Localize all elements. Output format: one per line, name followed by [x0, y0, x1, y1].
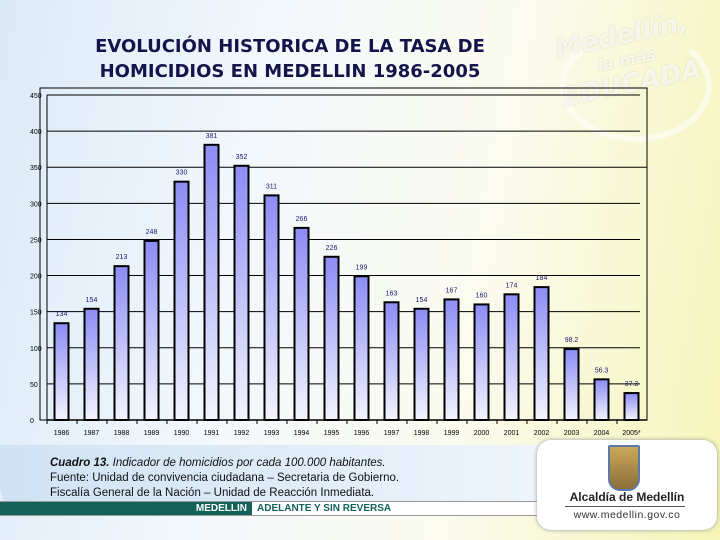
- slogan-band: MEDELLIN ADELANTE Y SIN REVERSA: [0, 501, 560, 516]
- y-tick-label: 150: [30, 310, 42, 317]
- bar: [323, 255, 340, 421]
- bar: [533, 286, 550, 421]
- bar: [293, 226, 310, 421]
- x-tick-label: 2003: [564, 430, 580, 437]
- x-tick-label: 1995: [324, 430, 340, 437]
- x-tick-label: 1993: [264, 430, 280, 437]
- x-tick-label: 2000: [474, 430, 490, 437]
- x-tick-label: 1991: [204, 430, 220, 437]
- y-tick-label: 400: [30, 129, 42, 136]
- title-line-1: EVOLUCIÓN HISTORICA DE LA TASA DE: [95, 36, 485, 57]
- x-tick-label: 1990: [174, 430, 190, 437]
- x-tick-label: 2004: [594, 430, 610, 437]
- caption: Cuadro 13. Indicador de homicidios por c…: [50, 456, 399, 501]
- x-tick-label: 1997: [384, 430, 400, 437]
- data-label: 213: [116, 254, 128, 261]
- y-tick-label: 450: [30, 93, 42, 100]
- bar: [563, 348, 580, 422]
- data-label: 199: [356, 264, 368, 271]
- x-tick-label: 2005*: [622, 430, 641, 437]
- x-tick-label: 1987: [84, 430, 100, 437]
- data-label: 56.3: [595, 367, 609, 374]
- band-medellin: MEDELLIN: [195, 503, 247, 514]
- x-tick-label: 1986: [54, 430, 70, 437]
- band-slogan: ADELANTE Y SIN REVERSA: [257, 503, 392, 514]
- x-tick-label: 1999: [444, 430, 460, 437]
- watermark-arc: [560, 30, 712, 142]
- x-tick-label: 2001: [504, 430, 520, 437]
- bar: [83, 307, 100, 421]
- source-line-1: Fuente: Unidad de convivencia ciudadana …: [50, 472, 400, 484]
- bar: [263, 194, 280, 421]
- data-label: 330: [176, 170, 188, 177]
- bar: [353, 275, 370, 421]
- x-tick-label: 1992: [234, 430, 250, 437]
- bar: [173, 180, 190, 421]
- x-tick-label: 1996: [354, 430, 370, 437]
- bar: [473, 303, 490, 422]
- data-label: 37.3: [625, 381, 639, 388]
- data-label: 381: [206, 133, 218, 140]
- data-label: 352: [236, 154, 248, 161]
- bar: [503, 293, 520, 422]
- y-tick-label: 0: [30, 418, 34, 425]
- data-label: 266: [296, 216, 308, 223]
- data-label: 154: [416, 297, 428, 304]
- data-label: 167: [446, 287, 458, 294]
- data-label: 134: [56, 311, 68, 318]
- bar: [113, 265, 130, 421]
- logo-url: www.medellin.gov.co: [573, 509, 681, 521]
- x-tick-label: 1998: [414, 430, 430, 437]
- x-tick-label: 1989: [144, 430, 160, 437]
- source-line-2: Fiscalía General de la Nación – Unidad d…: [50, 487, 375, 499]
- data-label: 226: [326, 245, 338, 252]
- bar: [53, 322, 70, 422]
- title-line-2: HOMICIDIOS EN MEDELLIN 1986-2005: [99, 61, 481, 82]
- logo-divider: [565, 506, 685, 507]
- caption-text: Indicador de homicidios por cada 100.000…: [109, 457, 386, 469]
- chart-title: EVOLUCIÓN HISTORICA DE LA TASA DE HOMICI…: [60, 34, 520, 84]
- plot-frame: [39, 87, 648, 421]
- bar: [233, 164, 250, 421]
- y-tick-label: 300: [30, 201, 42, 208]
- data-label: 154: [86, 297, 98, 304]
- bar: [413, 307, 430, 421]
- data-label: 98.2: [565, 337, 579, 344]
- x-tick-label: 2002: [534, 430, 550, 437]
- bar: [593, 378, 610, 422]
- y-tick-label: 250: [30, 237, 42, 244]
- x-tick-label: 1988: [114, 430, 130, 437]
- y-tick-label: 200: [30, 274, 42, 281]
- data-label: 174: [506, 282, 518, 289]
- caption-label: Cuadro 13.: [50, 457, 110, 469]
- bar: [443, 298, 460, 421]
- bar: [203, 143, 220, 421]
- x-tick-label: 1994: [294, 430, 310, 437]
- y-tick-label: 100: [30, 346, 42, 353]
- y-tick-label: 350: [30, 165, 42, 172]
- data-label: 160: [476, 292, 488, 299]
- y-tick-label: 50: [30, 382, 38, 389]
- bar: [623, 392, 640, 421]
- coat-of-arms-icon: [608, 445, 640, 491]
- data-label: 248: [146, 229, 158, 236]
- logo-name: Alcaldía de Medellín: [569, 490, 685, 504]
- data-label: 311: [266, 183, 277, 190]
- data-label: 163: [386, 290, 398, 297]
- bar: [143, 239, 160, 421]
- bar: [383, 301, 400, 421]
- data-label: 184: [536, 275, 548, 282]
